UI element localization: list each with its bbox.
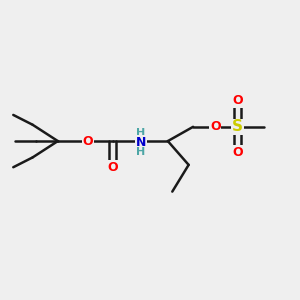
Text: H: H — [136, 147, 146, 158]
Text: O: O — [232, 94, 243, 107]
Text: O: O — [210, 120, 221, 133]
Text: H: H — [136, 128, 146, 138]
Text: S: S — [232, 119, 243, 134]
Text: O: O — [82, 135, 93, 148]
Text: N: N — [136, 136, 146, 149]
Text: O: O — [107, 161, 118, 174]
Text: O: O — [232, 146, 243, 159]
